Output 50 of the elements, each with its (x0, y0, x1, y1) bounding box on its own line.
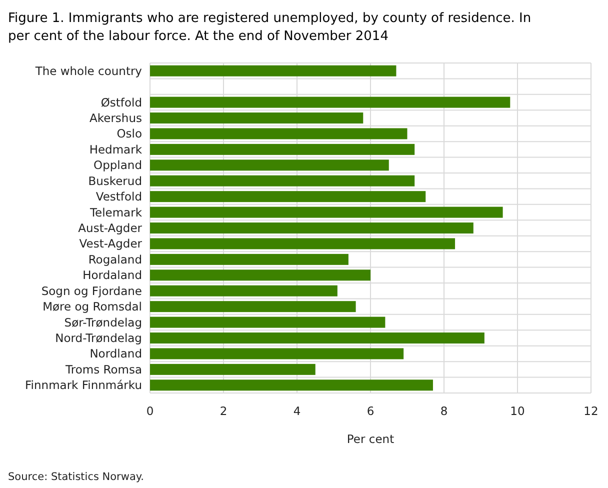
x-tick-label: 8 (440, 404, 448, 418)
bar (150, 254, 348, 265)
bar (150, 332, 484, 344)
bar (150, 128, 408, 140)
y-tick-label: Østfold (100, 95, 142, 110)
bar (150, 380, 433, 391)
y-tick-label: Rogaland (88, 252, 142, 266)
y-tick-label: The whole country (34, 64, 142, 78)
y-tick-label: Troms Romsa (64, 362, 142, 376)
x-tick-label: 12 (584, 404, 598, 418)
bar (150, 316, 386, 328)
bar (150, 96, 510, 108)
y-tick-label: Hordaland (82, 268, 142, 282)
x-tick-label: 0 (146, 404, 154, 418)
y-tick-label: Nord-Trøndelag (55, 331, 142, 346)
source-note: Source: Statistics Norway. (8, 471, 144, 483)
chart-title: Figure 1. Immigrants who are registered unemployed, by county of residence. In per cent of the labour force. At the end of November 2014 (8, 11, 532, 44)
y-tick-label: Telemark (88, 205, 142, 220)
x-axis-title: Per cent (346, 432, 395, 446)
x-tick-label: 6 (366, 404, 374, 418)
y-tick-label: Sogn og Fjordane (41, 284, 142, 298)
bar (150, 348, 404, 360)
bar (150, 238, 456, 250)
y-tick-label: Møre og Romsdal (42, 300, 142, 314)
y-tick-label: Aust-Agder (78, 221, 142, 236)
bar (150, 301, 356, 312)
bar (150, 65, 396, 76)
x-tick-label: 10 (510, 404, 525, 418)
bar (150, 112, 364, 124)
bar (150, 270, 370, 281)
bar (150, 285, 338, 296)
y-tick-label: Oslo (116, 126, 142, 141)
y-tick-label: Hedmark (89, 142, 142, 156)
bar (150, 175, 415, 186)
bar (150, 160, 389, 171)
y-tick-label: Finnmark Finnmárku (25, 378, 142, 392)
bar (150, 364, 316, 375)
y-tick-label: Buskerud (88, 174, 142, 188)
bar (150, 222, 474, 234)
y-tick-label: Oppland (94, 158, 142, 172)
x-tick-label: 4 (293, 404, 301, 418)
x-tick-label: 2 (220, 404, 228, 418)
y-tick-label: Nordland (90, 346, 142, 361)
y-tick-label: Sør-Trøndelag (64, 315, 142, 330)
y-tick-label: Vest-Agder (79, 236, 142, 251)
bar (150, 191, 426, 202)
bar (150, 206, 503, 218)
bar (150, 144, 415, 155)
y-tick-label: Akershus (90, 111, 142, 126)
y-tick-label: Vestfold (96, 190, 142, 204)
